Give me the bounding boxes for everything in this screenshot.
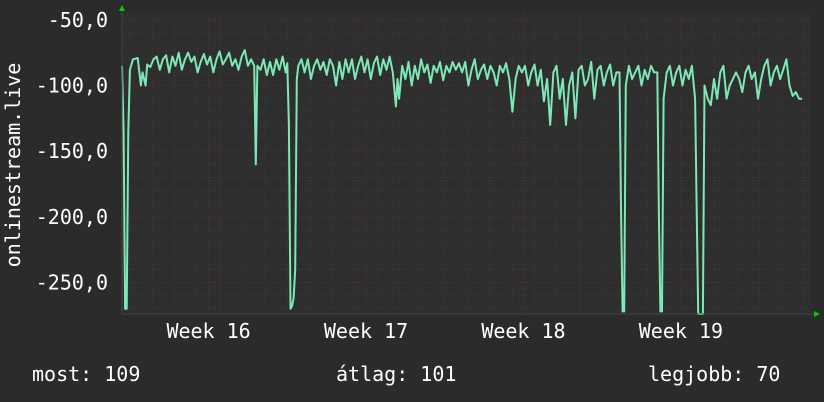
y-axis-tick-labels: -50,0 -100,0 -150,0 -200,0 -250,0 [36,8,108,295]
y-tick-label: -200,0 [36,205,108,229]
best-value: 70 [756,362,781,386]
minor-gridlines [122,12,810,314]
x-tick-label: Week 19 [639,319,723,343]
y-tick-label: -250,0 [36,270,108,294]
average-label: átlag: [336,362,409,386]
y-tick-label: -50,0 [48,8,108,32]
average-stat: átlag: 101 [336,362,456,386]
y-axis-label: onlinestream.live [1,63,25,268]
series-line [121,49,803,315]
average-value: 101 [420,362,457,386]
x-tick-label: Week 16 [166,319,250,343]
x-axis-tick-labels: Week 16 Week 17 Week 18 Week 19 [166,319,723,343]
x-tick-label: Week 18 [481,319,565,343]
y-tick-label: -150,0 [36,139,108,163]
x-axis-arrow-icon [814,311,820,317]
y-tick-label: -100,0 [36,74,108,98]
plot-area [122,12,810,314]
best-label: legjobb: [648,362,745,386]
current-stat: most: 109 [32,362,140,386]
best-stat: legjobb: 70 [648,362,780,386]
y-axis-arrow-icon [119,5,125,11]
current-label: most: [32,362,93,386]
series-group [121,49,803,315]
x-tick-label: Week 17 [324,319,408,343]
current-value: 109 [104,362,141,386]
